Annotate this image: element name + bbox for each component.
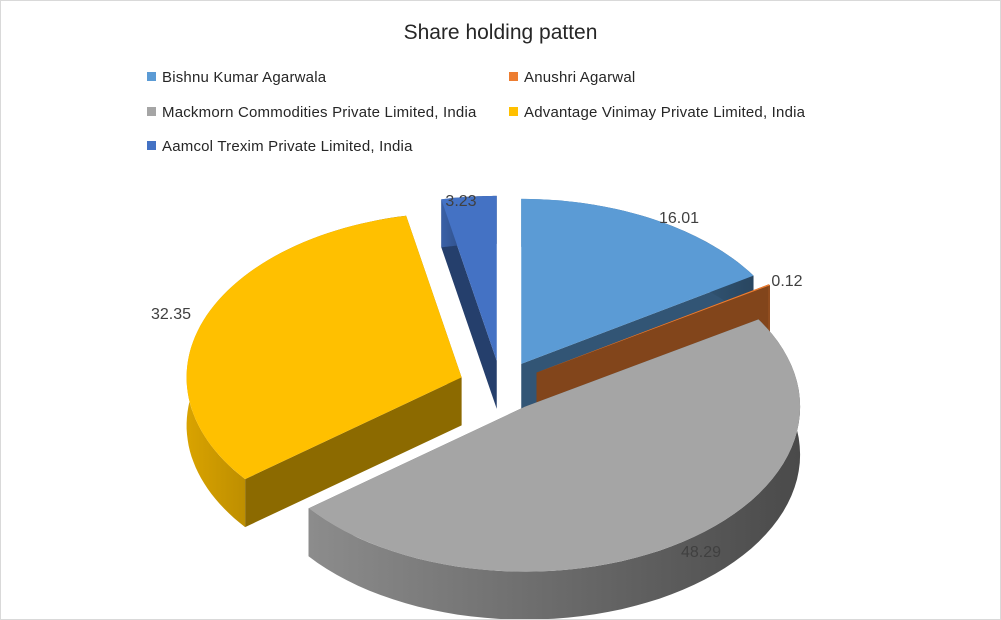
legend-item-bishnu: Bishnu Kumar Agarwala xyxy=(147,69,326,86)
pie-slice-aamcol xyxy=(441,195,497,409)
legend-label-anushri: Anushri Agarwal xyxy=(524,69,636,86)
data-label-anushri: 0.12 xyxy=(771,273,802,290)
legend-swatch-mackmorn xyxy=(147,107,156,116)
pie-slice-top-mackmorn xyxy=(308,319,801,572)
pie-slice-top-advantage xyxy=(186,215,462,480)
data-label-advantage: 32.35 xyxy=(151,306,191,323)
legend-label-bishnu: Bishnu Kumar Agarwala xyxy=(162,69,327,86)
pie-slice-advantage xyxy=(186,215,462,528)
pie-slice-wall-aamcol-0 xyxy=(441,199,497,409)
data-label-aamcol: 3.23 xyxy=(445,193,476,210)
legend-swatch-aamcol xyxy=(147,141,156,150)
pie-slice-side-mackmorn xyxy=(308,319,801,619)
pie-slice-wall-advantage-0 xyxy=(245,377,462,528)
legend-swatch-advantage xyxy=(509,107,518,116)
data-label-mackmorn: 48.29 xyxy=(681,544,721,561)
legend-item-aamcol: Aamcol Trexim Private Limited, India xyxy=(147,138,413,155)
legend-swatch-anushri xyxy=(509,72,518,81)
legend-item-anushri: Anushri Agarwal xyxy=(509,69,635,86)
pie-slice-top-aamcol xyxy=(441,195,497,361)
pie-slice-top-anushri xyxy=(536,284,770,373)
legend-label-aamcol: Aamcol Trexim Private Limited, India xyxy=(162,138,413,155)
legend-label-mackmorn: Mackmorn Commodities Private Limited, In… xyxy=(162,104,477,121)
legend-item-advantage: Advantage Vinimay Private Limited, India xyxy=(509,104,805,121)
legend-swatch-bishnu xyxy=(147,72,156,81)
legend-item-mackmorn: Mackmorn Commodities Private Limited, In… xyxy=(147,104,477,121)
pie-slice-mackmorn xyxy=(308,319,801,619)
pie-slice-side-anushri xyxy=(768,284,770,334)
chart-title: Share holding patten xyxy=(403,21,598,44)
pie-slice-top-bishnu xyxy=(521,198,754,364)
legend-label-advantage: Advantage Vinimay Private Limited, India xyxy=(524,104,806,121)
data-label-bishnu: 16.01 xyxy=(659,210,699,227)
